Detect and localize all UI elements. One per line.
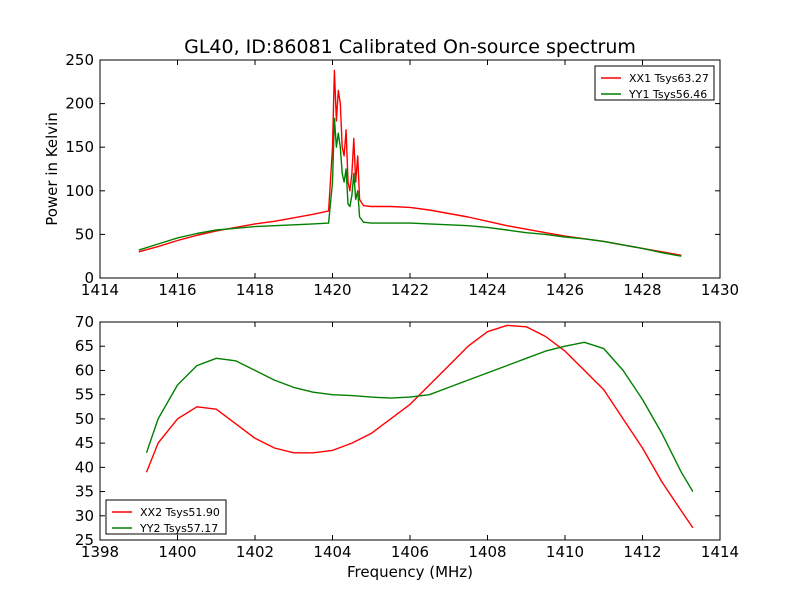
x-tick-label: 1428 [623, 281, 661, 299]
x-tick-label: 1408 [468, 543, 506, 561]
x-tick-label: 1398 [81, 543, 119, 561]
y-tick-label: 50 [75, 225, 94, 243]
x-tick-label: 1412 [623, 543, 661, 561]
y-tick-label: 250 [65, 51, 94, 69]
legend-label: YY1 Tsys56.46 [628, 88, 707, 101]
y-tick-label: 100 [65, 182, 94, 200]
x-tick-label: 1424 [468, 281, 506, 299]
y-tick-label: 70 [75, 313, 94, 331]
y-tick-label: 60 [75, 361, 94, 379]
series-line-2 [145, 341, 694, 492]
y-tick-label: 30 [75, 507, 94, 525]
series-line-2 [138, 117, 682, 257]
legend: XX2 Tsys51.90 YY2 Tsys57.17 [105, 499, 227, 535]
x-tick-label: 1416 [158, 281, 196, 299]
x-tick-label: 1402 [236, 543, 274, 561]
top-plot-area: 1414 1416 1418 1420 1422 1424 1426 1428 1430 0 50 1… [65, 51, 739, 299]
y-tick-label: 50 [75, 410, 94, 428]
y-tick-label: 55 [75, 386, 94, 404]
top-chart: 1414 1416 1418 1420 1422 1424 1426 1428 1430 0 50 1… [43, 51, 739, 299]
x-tick-label: 1426 [546, 281, 584, 299]
legend-label: YY2 Tsys57.17 [139, 522, 218, 535]
x-tick-label: 1414 [701, 543, 739, 561]
bottom-chart: 1398 1400 1402 1404 1406 1408 1410 1412 1414 25 30… [75, 313, 739, 581]
y-tick-label: 200 [65, 95, 94, 113]
x-tick-label: 1414 [81, 281, 119, 299]
x-tick-label: 1418 [236, 281, 274, 299]
x-tick-label: 1430 [701, 281, 739, 299]
legend-label: XX1 Tsys63.27 [629, 72, 709, 85]
legend: XX1 Tsys63.27 YY1 Tsys56.46 [594, 65, 715, 101]
y-tick-label: 0 [84, 269, 94, 287]
y-tick-label: 45 [75, 434, 94, 452]
top-chart-title: GL40, ID:86081 Calibrated On-source spec… [184, 36, 636, 58]
y-tick-label: 40 [75, 458, 94, 476]
y-tick-label: 65 [75, 337, 94, 355]
y-tick-label: 35 [75, 483, 94, 501]
legend-label: XX2 Tsys51.90 [140, 506, 220, 519]
bottom-x-axis-label: Frequency (MHz) [347, 563, 473, 581]
y-tick-label: 150 [65, 138, 94, 156]
x-tick-label: 1420 [313, 281, 351, 299]
series-line-1 [138, 69, 682, 256]
x-tick-label: 1422 [391, 281, 429, 299]
series-line-1 [145, 324, 694, 529]
x-tick-label: 1400 [158, 543, 196, 561]
top-y-axis-label: Power in Kelvin [43, 112, 61, 226]
x-tick-label: 1410 [546, 543, 584, 561]
bottom-plot-area: 1398 1400 1402 1404 1406 1408 1410 1412 1414 25 30… [75, 313, 739, 561]
x-tick-label: 1404 [313, 543, 351, 561]
y-tick-label: 25 [75, 531, 94, 549]
x-tick-label: 1406 [391, 543, 429, 561]
